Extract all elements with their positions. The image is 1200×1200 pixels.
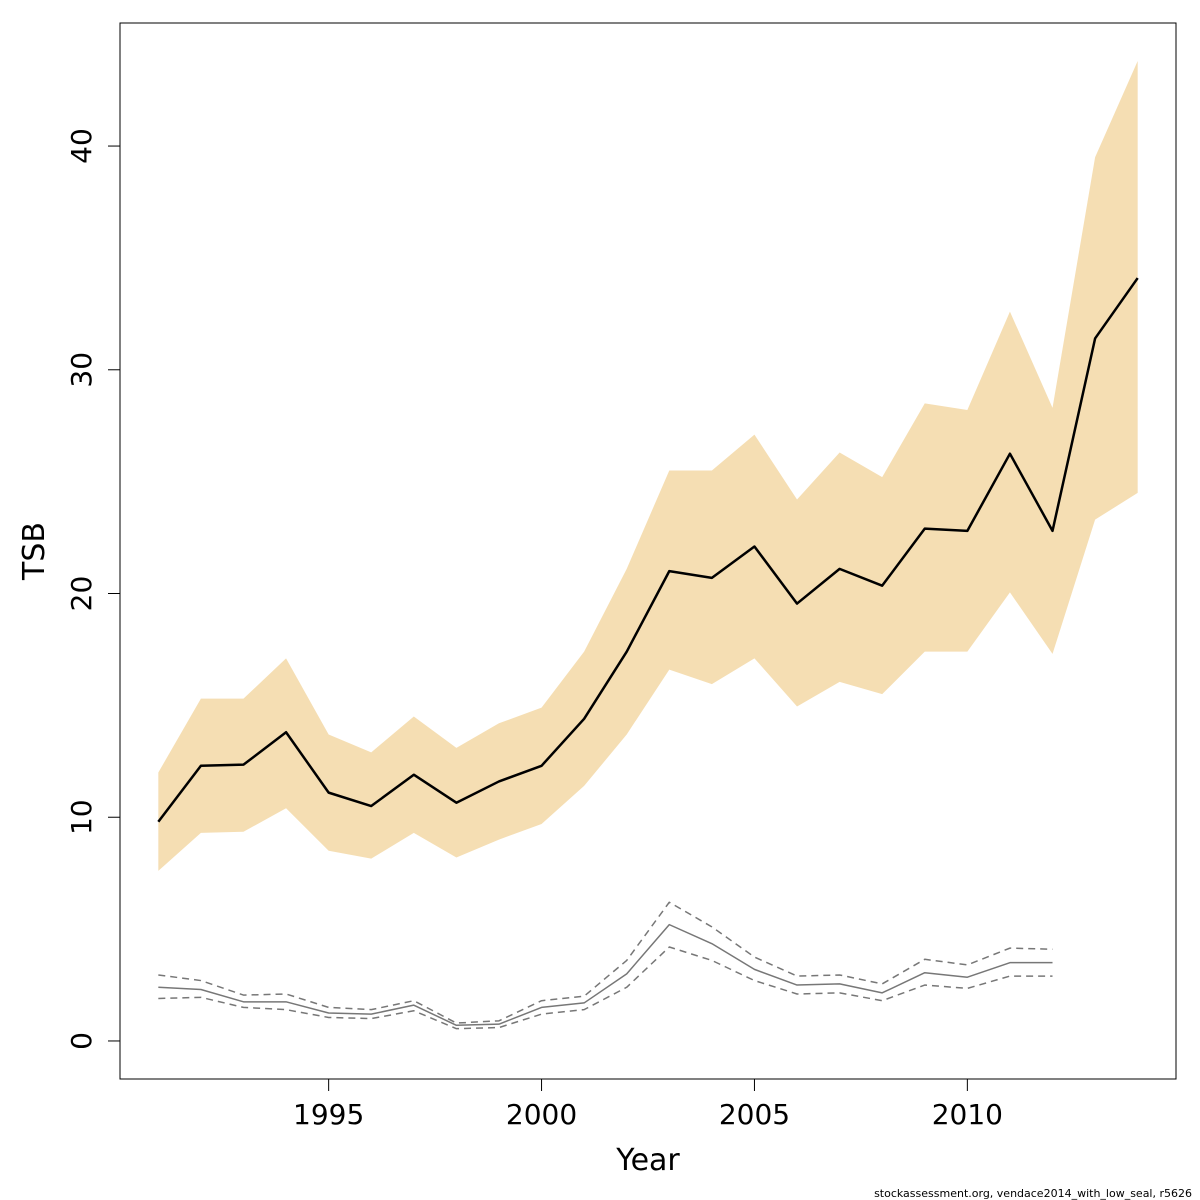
estimate-layer <box>157 277 1139 823</box>
y-tick-label: 40 <box>65 128 98 164</box>
y-tick-label: 10 <box>65 799 98 835</box>
y-tick-label: 30 <box>65 352 98 388</box>
series-line-estimate <box>157 277 1139 823</box>
series-line-previous-estimate <box>158 923 1053 1027</box>
x-tick-label: 1995 <box>293 1098 364 1131</box>
series-line-previous-upper <box>158 901 1053 1024</box>
x-tick-label: 2000 <box>506 1098 577 1131</box>
y-tick-label: 20 <box>65 576 98 612</box>
y-axis: 0 10 20 30 40 <box>65 128 121 1050</box>
confidence-band-layer <box>158 61 1138 871</box>
y-axis-title: TSB <box>17 522 52 581</box>
y-tick-label: 0 <box>65 1032 98 1050</box>
x-axis: 1995 2000 2005 2010 <box>293 1078 1003 1131</box>
confidence-band <box>158 61 1138 871</box>
footer-credit: stockassessment.org, vendace2014_with_lo… <box>874 1187 1192 1200</box>
x-axis-title: Year <box>615 1143 680 1178</box>
previous-estimate-layer <box>158 901 1053 1030</box>
series-line-previous-lower <box>158 946 1053 1030</box>
x-tick-label: 2010 <box>932 1098 1003 1131</box>
x-tick-label: 2005 <box>719 1098 790 1131</box>
